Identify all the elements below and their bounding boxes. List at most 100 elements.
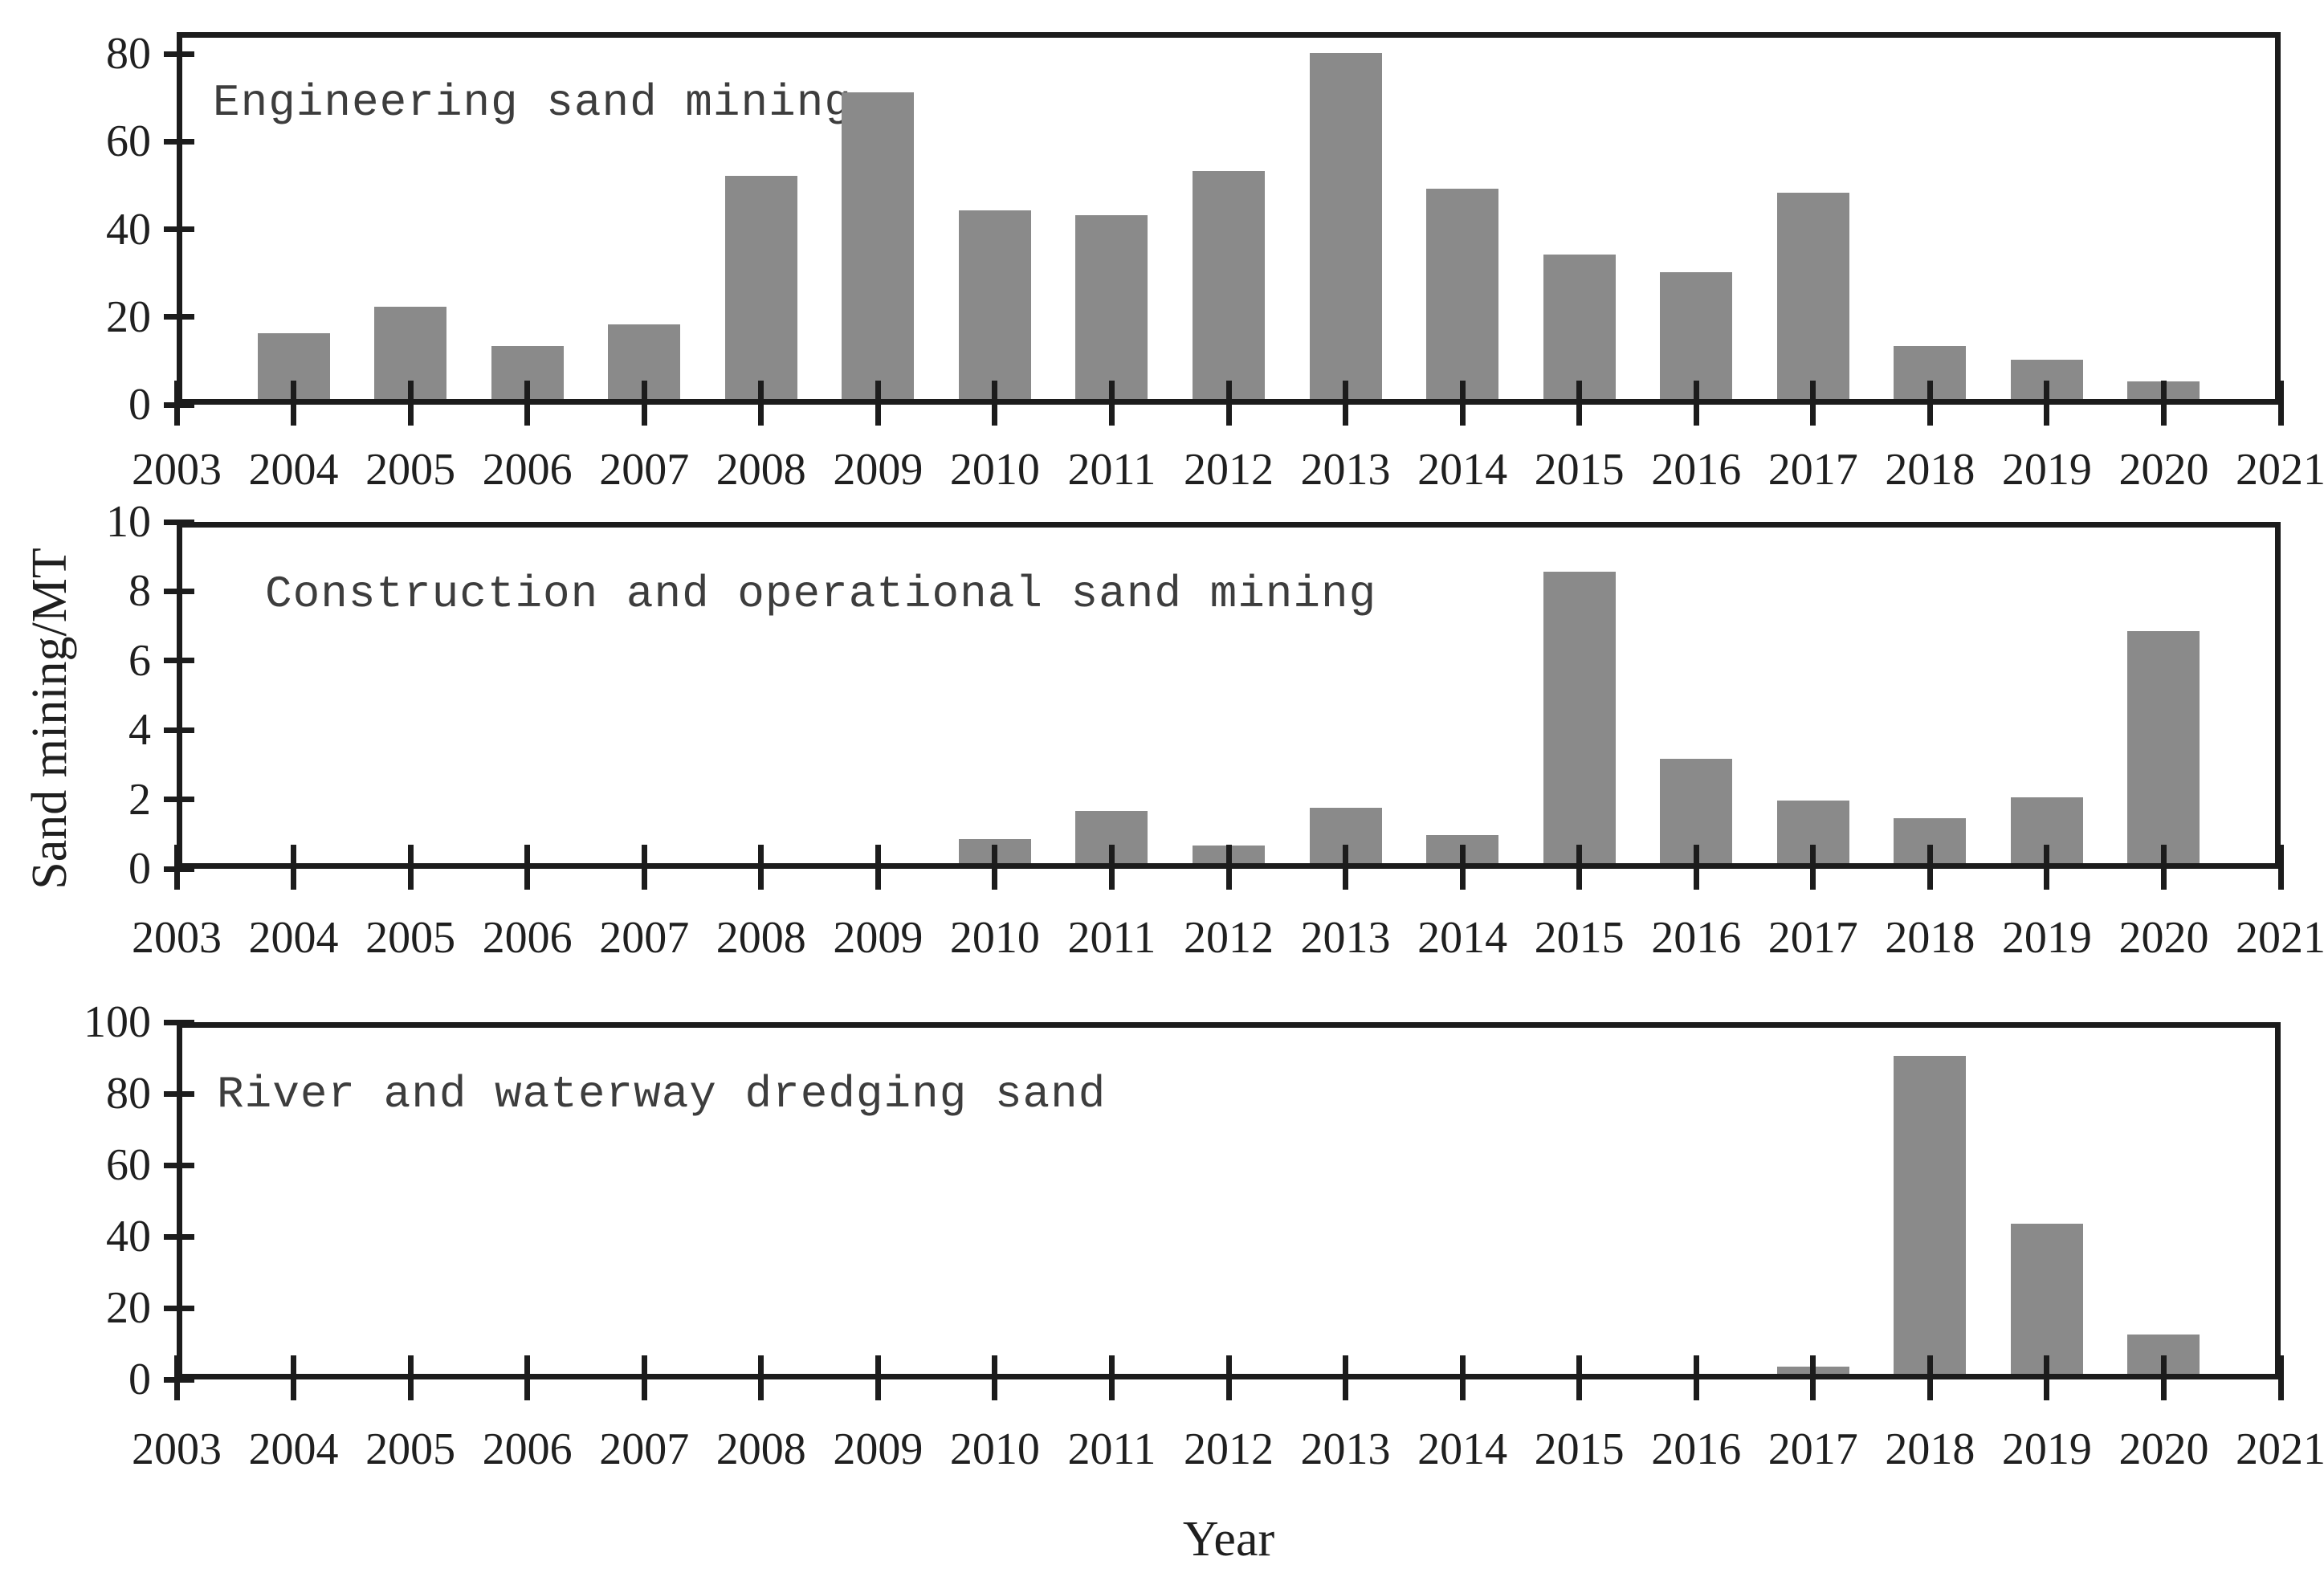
x-tick bbox=[1108, 1355, 1115, 1400]
x-tick bbox=[1926, 381, 1933, 426]
bar-2017 bbox=[1776, 193, 1849, 399]
y-tick bbox=[164, 1162, 194, 1168]
y-tick bbox=[164, 588, 194, 594]
y-tick-label: 4 bbox=[128, 705, 151, 756]
x-tick bbox=[1576, 845, 1583, 890]
bar-2018 bbox=[1894, 1056, 1967, 1374]
x-tick-label: 2017 bbox=[1767, 913, 1858, 963]
bar-2010 bbox=[958, 210, 1031, 399]
x-tick-label: 2012 bbox=[1184, 1424, 1274, 1474]
y-tick-label: 20 bbox=[106, 1283, 151, 1333]
x-tick bbox=[1459, 1355, 1466, 1400]
x-tick-label: 2021 bbox=[2236, 1424, 2324, 1474]
y-tick-label: 6 bbox=[128, 635, 151, 686]
x-tick-label: 2009 bbox=[833, 913, 923, 963]
x-tick-label: 2017 bbox=[1767, 1424, 1858, 1474]
x-tick bbox=[1810, 1355, 1816, 1400]
x-tick bbox=[758, 845, 764, 890]
x-tick bbox=[173, 381, 180, 426]
x-tick-label: 2014 bbox=[1417, 445, 1508, 495]
x-tick bbox=[407, 381, 414, 426]
y-tick-label: 8 bbox=[128, 566, 151, 617]
y-tick-label: 60 bbox=[106, 1140, 151, 1190]
x-tick-label: 2009 bbox=[833, 1424, 923, 1474]
x-tick-label: 2012 bbox=[1184, 913, 1274, 963]
x-tick-label: 2012 bbox=[1184, 445, 1274, 495]
x-tick-label: 2008 bbox=[716, 1424, 806, 1474]
x-tick bbox=[2044, 381, 2050, 426]
x-tick bbox=[291, 1355, 297, 1400]
x-tick-label: 2019 bbox=[2001, 1424, 2092, 1474]
y-tick-label: 80 bbox=[106, 29, 151, 79]
x-tick-label: 2015 bbox=[1534, 913, 1625, 963]
x-tick-label: 2013 bbox=[1300, 913, 1391, 963]
y-tick bbox=[164, 226, 194, 233]
x-tick bbox=[1926, 1355, 1933, 1400]
x-tick bbox=[1343, 1355, 1349, 1400]
x-tick bbox=[992, 845, 998, 890]
x-tick-label: 2013 bbox=[1300, 445, 1391, 495]
x-tick bbox=[2277, 845, 2284, 890]
x-tick-label: 2008 bbox=[716, 445, 806, 495]
x-tick bbox=[1459, 381, 1466, 426]
y-tick-label: 10 bbox=[106, 497, 151, 547]
x-tick bbox=[641, 1355, 647, 1400]
x-tick-label: 2007 bbox=[599, 1424, 690, 1474]
x-tick bbox=[1693, 381, 1699, 426]
x-tick-label: 2007 bbox=[599, 445, 690, 495]
x-tick-label: 2011 bbox=[1067, 1424, 1156, 1474]
x-tick-label: 2004 bbox=[248, 913, 339, 963]
x-tick bbox=[1810, 381, 1816, 426]
x-tick bbox=[1108, 845, 1115, 890]
x-tick bbox=[1576, 381, 1583, 426]
bar-2019 bbox=[2010, 1224, 2083, 1374]
x-tick bbox=[1225, 1355, 1232, 1400]
x-tick bbox=[1810, 845, 1816, 890]
bar-2015 bbox=[1543, 255, 1616, 399]
bar-2014 bbox=[1426, 189, 1499, 399]
x-tick bbox=[1225, 381, 1232, 426]
x-tick-label: 2020 bbox=[2118, 445, 2209, 495]
x-tick bbox=[407, 845, 414, 890]
y-tick-label: 2 bbox=[128, 774, 151, 825]
y-tick bbox=[164, 1019, 194, 1025]
x-tick bbox=[2044, 845, 2050, 890]
x-tick-label: 2010 bbox=[949, 913, 1040, 963]
x-tick bbox=[2160, 845, 2167, 890]
x-tick bbox=[875, 381, 881, 426]
x-tick-label: 2010 bbox=[949, 1424, 1040, 1474]
x-tick bbox=[524, 845, 531, 890]
x-tick-label: 2017 bbox=[1767, 445, 1858, 495]
x-tick bbox=[875, 845, 881, 890]
x-tick-label: 2006 bbox=[482, 1424, 573, 1474]
chart-title: Construction and operational sand mining bbox=[265, 568, 1377, 620]
x-tick-label: 2013 bbox=[1300, 1424, 1391, 1474]
x-tick bbox=[173, 1355, 180, 1400]
x-tick-label: 2011 bbox=[1067, 445, 1156, 495]
x-tick bbox=[291, 381, 297, 426]
x-tick-label: 2015 bbox=[1534, 445, 1625, 495]
x-tick-label: 2011 bbox=[1067, 913, 1156, 963]
x-tick-label: 2005 bbox=[365, 1424, 456, 1474]
x-tick-label: 2005 bbox=[365, 445, 456, 495]
y-tick-label: 80 bbox=[106, 1069, 151, 1119]
x-tick bbox=[758, 381, 764, 426]
x-tick-label: 2014 bbox=[1417, 913, 1508, 963]
x-tick-label: 2019 bbox=[2001, 913, 2092, 963]
x-tick-label: 2004 bbox=[248, 1424, 339, 1474]
bar-2012 bbox=[1193, 171, 1265, 399]
y-tick-label: 40 bbox=[106, 1212, 151, 1261]
x-tick-label: 2006 bbox=[482, 445, 573, 495]
x-tick-label: 2021 bbox=[2236, 445, 2324, 495]
chart-title: River and waterway dredging sand bbox=[217, 1069, 1107, 1120]
x-tick-label: 2004 bbox=[248, 445, 339, 495]
x-tick bbox=[2160, 381, 2167, 426]
x-tick bbox=[1343, 845, 1349, 890]
x-tick-label: 2014 bbox=[1417, 1424, 1508, 1474]
x-tick-label: 2009 bbox=[833, 445, 923, 495]
bar-2009 bbox=[842, 92, 915, 399]
x-tick bbox=[524, 1355, 531, 1400]
y-tick-label: 100 bbox=[84, 997, 151, 1047]
x-tick bbox=[2277, 381, 2284, 426]
chart-title: Engineering sand mining bbox=[213, 77, 852, 128]
